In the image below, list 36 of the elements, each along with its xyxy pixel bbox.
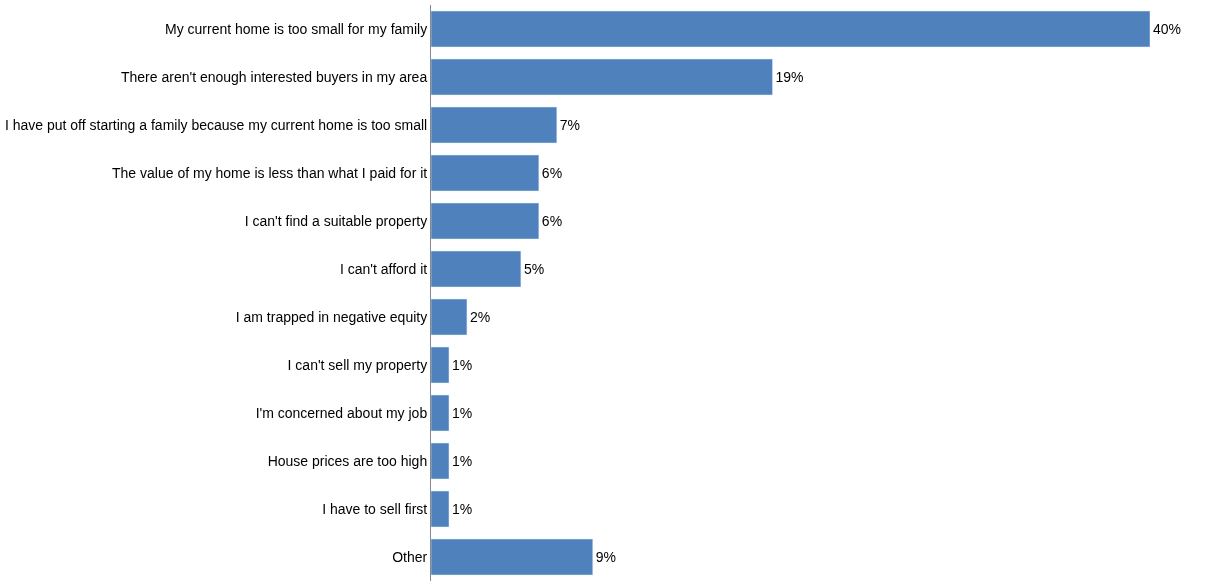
y-tick-label: Other bbox=[392, 548, 428, 565]
y-tick-label: I have to sell first bbox=[322, 500, 428, 517]
data-label: 1% bbox=[451, 357, 473, 373]
data-label: 2% bbox=[469, 309, 491, 325]
y-tick-label: I have put off starting a family because my current home is too small bbox=[4, 116, 428, 133]
y-tick-label: I can't sell my property bbox=[287, 356, 428, 373]
bar bbox=[431, 298, 468, 336]
data-label: 1% bbox=[451, 501, 473, 517]
data-label: 6% bbox=[541, 213, 563, 229]
data-label: 6% bbox=[541, 165, 563, 181]
data-label: 1% bbox=[451, 405, 473, 421]
bar bbox=[431, 346, 450, 384]
bar bbox=[431, 154, 540, 192]
y-tick-label: House prices are too high bbox=[267, 452, 428, 469]
y-tick-label: I can't afford it bbox=[339, 260, 428, 277]
y-tick-label: I can't find a suitable property bbox=[244, 212, 428, 229]
data-label: 40% bbox=[1153, 21, 1182, 37]
y-tick-label: I'm concerned about my job bbox=[255, 404, 428, 421]
bar bbox=[431, 250, 522, 288]
y-tick-label: There aren't enough interested buyers in my area bbox=[121, 68, 428, 85]
data-label: 19% bbox=[775, 69, 804, 85]
data-label: 9% bbox=[595, 549, 617, 565]
bar bbox=[431, 490, 450, 528]
bar bbox=[431, 202, 540, 240]
data-label: 7% bbox=[559, 117, 581, 133]
y-tick-label: I am trapped in negative equity bbox=[235, 308, 428, 325]
bar bbox=[431, 10, 1150, 48]
bar bbox=[431, 394, 450, 432]
y-tick-label: The value of my home is less than what I paid for it bbox=[112, 164, 428, 181]
y-tick-label: My current home is too small for my family bbox=[165, 20, 428, 37]
data-label: 5% bbox=[523, 261, 545, 277]
bar bbox=[431, 538, 594, 576]
data-label: 1% bbox=[451, 453, 473, 469]
bar bbox=[431, 442, 450, 480]
bar bbox=[431, 106, 558, 144]
bar bbox=[431, 58, 773, 96]
